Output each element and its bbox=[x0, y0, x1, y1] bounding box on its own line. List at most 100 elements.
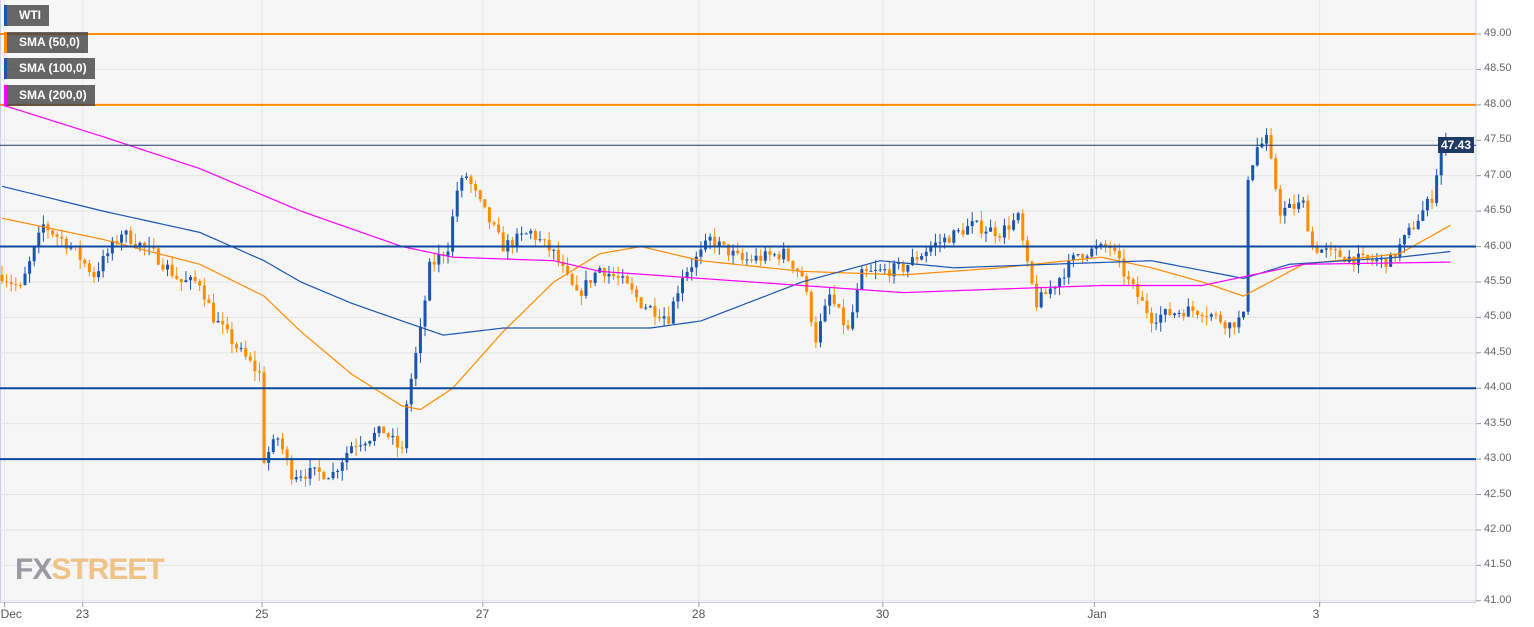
candle-body bbox=[648, 306, 652, 308]
candle-body bbox=[18, 284, 22, 286]
candle-body bbox=[515, 233, 519, 247]
candle-body bbox=[533, 230, 537, 240]
candle-body bbox=[538, 239, 542, 241]
candle-body bbox=[464, 176, 468, 179]
candle-body bbox=[166, 264, 170, 270]
candle-body bbox=[1278, 188, 1282, 216]
y-tick-label: 49.00 bbox=[1484, 27, 1512, 39]
candle-body bbox=[690, 267, 694, 272]
candle-body bbox=[828, 294, 832, 306]
candle-body bbox=[837, 303, 841, 308]
candle-body bbox=[1352, 256, 1356, 265]
candle-body bbox=[1264, 134, 1268, 144]
candle-body bbox=[253, 360, 257, 372]
candle-body bbox=[349, 446, 353, 454]
candle-body bbox=[161, 264, 165, 270]
candle-body bbox=[294, 477, 298, 480]
candle-body bbox=[699, 249, 703, 257]
candle-body bbox=[1030, 261, 1034, 284]
candle-body bbox=[874, 269, 878, 271]
candle-body bbox=[1333, 249, 1337, 251]
candle-body bbox=[1159, 314, 1163, 323]
candle-body bbox=[1173, 313, 1177, 316]
candle-body bbox=[303, 476, 307, 479]
candle-body bbox=[1048, 288, 1052, 295]
y-tick-label: 45.00 bbox=[1484, 310, 1512, 323]
candle-body bbox=[230, 329, 234, 345]
candle-body bbox=[667, 316, 671, 324]
candle-body bbox=[285, 449, 289, 459]
candle-body bbox=[763, 251, 767, 261]
y-tick-label: 45.50 bbox=[1484, 274, 1512, 287]
candle-body bbox=[308, 467, 312, 479]
candle-body bbox=[938, 242, 942, 244]
candle-body bbox=[878, 269, 882, 271]
candle-body bbox=[772, 254, 776, 256]
candle-body bbox=[55, 234, 59, 237]
candle-body bbox=[1154, 322, 1158, 324]
candle-body bbox=[570, 273, 574, 285]
candle-body bbox=[984, 231, 988, 234]
candle-body bbox=[1269, 134, 1273, 159]
legend-item[interactable]: SMA (200,0) bbox=[4, 84, 95, 106]
candle-body bbox=[120, 234, 124, 243]
candle-body bbox=[322, 471, 326, 480]
legend-item[interactable]: WTI bbox=[4, 5, 49, 26]
candle-body bbox=[1228, 322, 1232, 329]
candle-body bbox=[1425, 198, 1429, 211]
candle-body bbox=[276, 438, 280, 440]
candle-body bbox=[363, 443, 367, 446]
x-tick-label: Jan bbox=[1087, 607, 1107, 621]
candle-body bbox=[1025, 240, 1029, 262]
candle-body bbox=[317, 467, 321, 472]
y-tick-label: 44.00 bbox=[1484, 381, 1512, 394]
candle-body bbox=[924, 251, 928, 256]
candle-body bbox=[1062, 277, 1066, 279]
candle-body bbox=[933, 242, 937, 247]
candle-body bbox=[1416, 220, 1420, 230]
candle-body bbox=[175, 275, 179, 279]
candle-body bbox=[1200, 314, 1204, 317]
candle-body bbox=[713, 236, 717, 247]
y-tick-label: 42.00 bbox=[1484, 522, 1512, 535]
candle-body bbox=[129, 230, 133, 244]
candle-body bbox=[956, 230, 960, 232]
candle-body bbox=[998, 236, 1002, 238]
candle-body bbox=[1393, 254, 1397, 258]
candle-body bbox=[1140, 296, 1144, 301]
candle-body bbox=[1219, 314, 1223, 323]
candle-body bbox=[910, 257, 914, 266]
candle-body bbox=[1058, 278, 1062, 287]
candle-body bbox=[1071, 255, 1075, 261]
legend-item[interactable]: SMA (100,0) bbox=[4, 58, 95, 79]
candle-body bbox=[469, 176, 473, 185]
candle-body bbox=[290, 458, 294, 480]
candle-body bbox=[14, 284, 18, 286]
y-tick-label: 41.00 bbox=[1484, 593, 1512, 606]
candle-body bbox=[340, 462, 344, 471]
candle-body bbox=[5, 281, 9, 283]
candle-body bbox=[1421, 210, 1425, 221]
candle-body bbox=[1292, 203, 1296, 209]
candle-body bbox=[1081, 254, 1085, 258]
candle-body bbox=[800, 271, 804, 277]
candle-body bbox=[432, 261, 436, 265]
candle-body bbox=[106, 253, 110, 257]
candle-body bbox=[616, 276, 620, 278]
y-tick-label: 48.50 bbox=[1484, 62, 1512, 75]
candle-body bbox=[901, 263, 905, 272]
candle-body bbox=[869, 270, 873, 272]
x-tick-label: 25 bbox=[255, 607, 269, 621]
candle-body bbox=[437, 254, 441, 265]
chart-plot-area[interactable] bbox=[0, 0, 1476, 603]
x-tick-label: Dec bbox=[0, 607, 22, 621]
legend-item[interactable]: SMA (50,0) bbox=[4, 31, 88, 53]
candle-body bbox=[409, 378, 413, 405]
candle-body bbox=[221, 320, 225, 325]
candle-body bbox=[630, 283, 634, 290]
candle-body bbox=[1310, 231, 1314, 247]
candle-body bbox=[248, 356, 252, 361]
candle-body bbox=[1301, 200, 1305, 203]
candle-body bbox=[966, 226, 970, 235]
candle-body bbox=[952, 230, 956, 243]
